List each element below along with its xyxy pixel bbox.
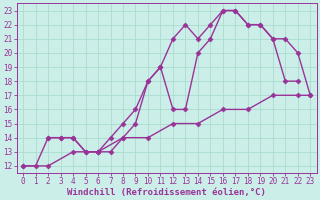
X-axis label: Windchill (Refroidissement éolien,°C): Windchill (Refroidissement éolien,°C)	[67, 188, 266, 197]
